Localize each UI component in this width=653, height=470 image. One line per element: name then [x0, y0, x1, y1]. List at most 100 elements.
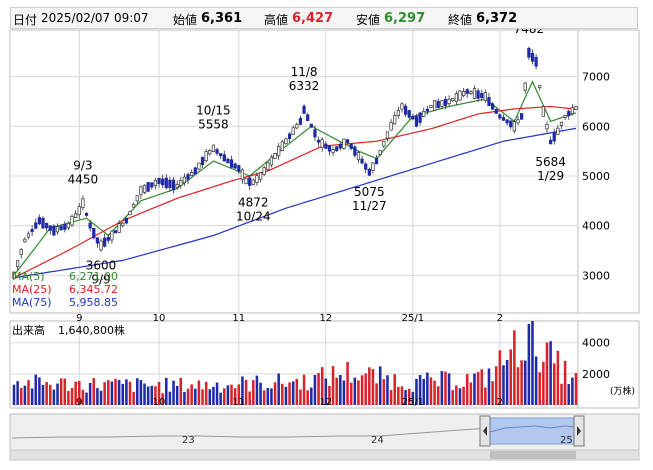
volume-bar: [117, 379, 121, 405]
volume-bar: [313, 374, 317, 405]
candle-body: [378, 149, 382, 155]
volume-bar: [273, 382, 277, 405]
volume-bar: [233, 388, 237, 405]
volume-bar: [451, 390, 454, 405]
candle-body: [95, 237, 100, 244]
volume-bar: [190, 384, 193, 405]
volume-bar: [186, 388, 190, 405]
volume-bar: [328, 385, 331, 405]
candle-body: [248, 177, 252, 186]
ma25-value: 6,345.72: [69, 283, 118, 296]
ma75-label: MA(75): [12, 296, 52, 309]
ma5-value: 6,271.00: [69, 270, 118, 283]
candle-body: [164, 177, 168, 189]
candle-body: [99, 240, 103, 251]
volume-bar: [523, 360, 527, 405]
candle-body: [277, 146, 281, 157]
annotation-value: 5075: [354, 185, 385, 199]
candle-body: [385, 131, 390, 139]
candle-body: [364, 163, 368, 170]
volume-bar: [270, 388, 273, 405]
navigator-left-arrow-icon: [483, 426, 487, 436]
volume-bar: [52, 389, 56, 405]
candle-body: [110, 230, 114, 241]
volume-bar: [574, 372, 578, 405]
volume-bar: [59, 378, 63, 405]
candle-body: [309, 123, 313, 128]
volume-bar: [172, 380, 175, 405]
candle-body: [139, 186, 143, 196]
candle-body: [153, 180, 158, 186]
annotation-date: 10/15: [196, 103, 231, 117]
candle-body: [103, 237, 107, 247]
volume-bar: [114, 378, 117, 405]
candle-body: [418, 112, 422, 123]
volume-bar: [418, 374, 422, 405]
ma5-label: MA(5): [12, 270, 45, 283]
volume-bar: [552, 363, 556, 405]
volume-bar: [223, 388, 226, 405]
y-tick-label: 6000: [582, 120, 610, 133]
volume-bar: [219, 392, 222, 405]
volume-bar: [469, 382, 473, 405]
candle-body: [23, 238, 27, 243]
candle-body: [66, 222, 71, 229]
navigator-scroll-thumb[interactable]: [490, 451, 576, 459]
candle-body: [150, 182, 154, 188]
volume-bar: [226, 385, 230, 405]
candle-body: [490, 103, 495, 110]
volume-bar: [516, 367, 520, 405]
volume-bar: [45, 382, 48, 405]
candle-body: [414, 116, 419, 127]
candle-body: [211, 144, 216, 152]
volume-bar: [27, 380, 30, 405]
volume-bar: [179, 377, 183, 405]
candle-body: [121, 222, 125, 226]
candle-body: [175, 184, 179, 188]
candle-body: [509, 120, 513, 128]
volume-bar: [19, 388, 23, 405]
volume-bar: [204, 381, 208, 405]
candle-body: [382, 141, 386, 147]
navigator-selection-line: [489, 425, 576, 433]
volume-bar: [494, 366, 498, 405]
volume-bar: [426, 372, 429, 405]
candle-body: [472, 88, 477, 99]
candle-body: [353, 146, 357, 156]
candle-body: [113, 230, 118, 234]
annotation-date: 11/8: [291, 65, 318, 79]
navigator-selection[interactable]: [487, 417, 577, 445]
volume-x-tick-label: 9: [76, 397, 82, 408]
candle-body: [432, 100, 437, 111]
candle-body: [255, 175, 259, 183]
volume-bar: [342, 380, 346, 405]
volume-bar: [85, 392, 88, 405]
volume-bar: [378, 366, 382, 405]
candle-body: [287, 133, 292, 139]
candle-body: [132, 204, 136, 208]
volume-bar: [447, 373, 451, 405]
ma75-value: 5,958.85: [69, 296, 118, 309]
volume-bar: [288, 382, 291, 405]
volume-bar: [480, 369, 483, 405]
volume-bar: [291, 381, 295, 405]
candle-body: [34, 222, 38, 229]
volume-bar: [563, 360, 567, 405]
volume-x-tick-label: 2: [497, 397, 503, 408]
volume-x-tick-label: 10: [153, 397, 166, 408]
volume-bar: [241, 376, 244, 405]
ma-line-ma5: [13, 80, 577, 276]
volume-x-tick-label: 12: [319, 397, 332, 408]
candle-body: [179, 180, 183, 186]
volume-bar: [364, 373, 367, 405]
volume-bar: [306, 390, 309, 405]
volume-bar: [107, 380, 110, 405]
navigator-scrollbar[interactable]: [9, 449, 640, 461]
candle-body: [371, 162, 375, 171]
candle-body: [458, 90, 462, 101]
candle-body: [541, 106, 545, 117]
volume-bar: [132, 391, 135, 405]
volume-bar: [349, 382, 353, 405]
candle-body: [262, 167, 266, 175]
close-label: 終値: [448, 13, 473, 27]
